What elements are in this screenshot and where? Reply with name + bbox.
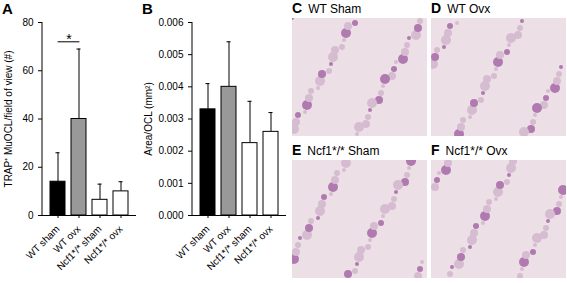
svg-text:0.003: 0.003 [158, 113, 183, 124]
svg-text:0.006: 0.006 [158, 17, 183, 28]
svg-text:0.005: 0.005 [158, 49, 183, 60]
svg-text:WT ovx: WT ovx [51, 223, 83, 255]
svg-text:40: 40 [22, 113, 34, 124]
svg-text:0.004: 0.004 [158, 81, 183, 92]
svg-text:80: 80 [22, 17, 34, 28]
svg-text:TRAP⁺ MuOCL/field of view (#): TRAP⁺ MuOCL/field of view (#) [3, 51, 14, 188]
svg-text:20: 20 [22, 161, 34, 172]
svg-text:WT ovx: WT ovx [201, 223, 233, 255]
svg-text:Area/OCL (mm²): Area/OCL (mm²) [143, 82, 154, 156]
html-text:A: A [2, 0, 13, 17]
svg-text:WT sham: WT sham [173, 223, 212, 262]
html-text:C WT Sham: C WT Sham [292, 0, 362, 16]
svg-text:*: * [66, 31, 72, 47]
html-text:B: B [142, 0, 153, 17]
svg-text:60: 60 [22, 65, 34, 76]
svg-text:Ncf1*/* sham: Ncf1*/* sham [54, 223, 104, 273]
svg-text:0.002: 0.002 [158, 145, 183, 156]
svg-text:0.000: 0.000 [158, 210, 183, 221]
svg-text:Ncf1*/* ovx: Ncf1*/* ovx [82, 223, 125, 266]
svg-text:WT sham: WT sham [23, 223, 62, 262]
svg-text:0.001: 0.001 [158, 178, 183, 189]
svg-text:Ncf1*/* sham: Ncf1*/* sham [204, 223, 254, 273]
svg-text:Ncf1*/* ovx: Ncf1*/* ovx [232, 223, 275, 266]
html-text:E Ncf1*/* Sham: E Ncf1*/* Sham [292, 142, 380, 158]
html-text:F Ncf1*/* Ovx: F Ncf1*/* Ovx [431, 142, 508, 158]
svg-text:0: 0 [28, 210, 34, 221]
html-text:D WT Ovx: D WT Ovx [431, 0, 491, 16]
